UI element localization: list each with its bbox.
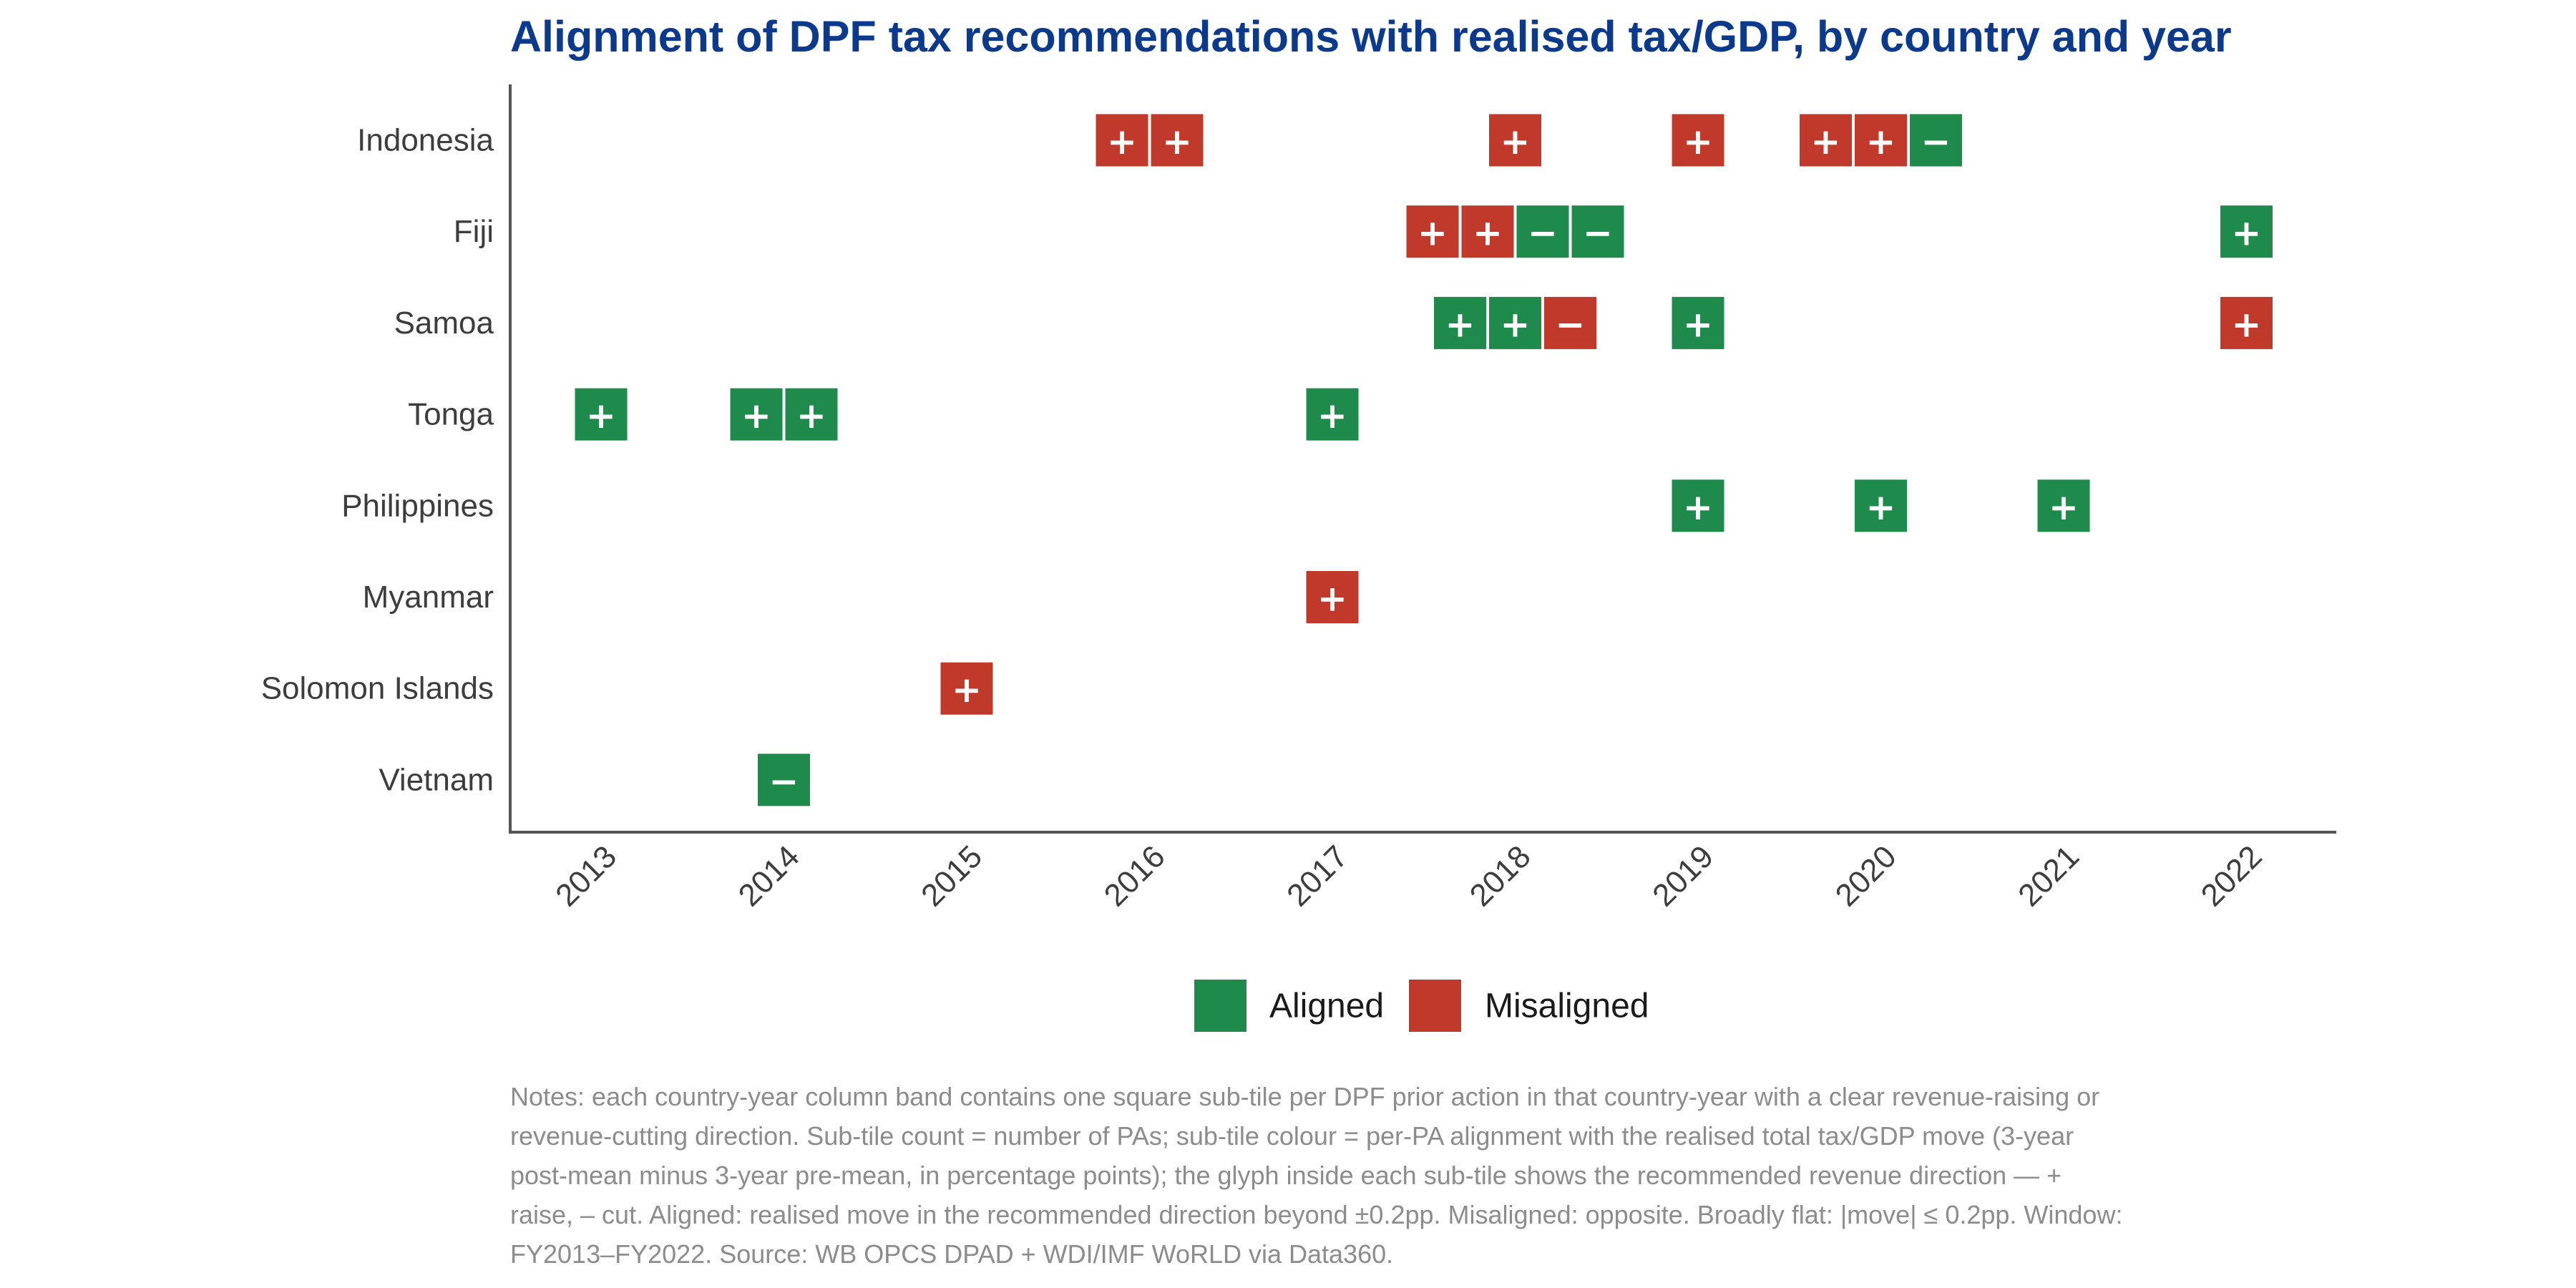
tile-philippines-2020-1 bbox=[1855, 479, 1907, 532]
tile-tonga-2014-2 bbox=[785, 388, 838, 441]
tile-fiji-2018-3-glyph: − bbox=[1528, 213, 1558, 254]
tile-samoa-2019-1 bbox=[1672, 296, 1724, 349]
chart-title: Alignment of DPF tax recommendations wit… bbox=[510, 12, 2232, 61]
tile-indonesia-2018-1 bbox=[1489, 114, 1541, 167]
tile-philippines-2021-1 bbox=[2037, 479, 2090, 532]
tile-indonesia-2020-1 bbox=[1800, 114, 1852, 167]
tile-fiji-2022-1 bbox=[2220, 205, 2273, 258]
tile-tonga-2014-1 bbox=[730, 388, 783, 441]
legend-swatch-aligned bbox=[1194, 980, 1246, 1032]
tile-tonga-2017-1 bbox=[1306, 388, 1359, 441]
tile-indonesia-2019-1-glyph: + bbox=[1683, 121, 1713, 162]
tile-samoa-2018-2-glyph: + bbox=[1501, 303, 1531, 345]
tile-indonesia-2020-3-glyph: − bbox=[1921, 121, 1951, 162]
tile-samoa-2022-1 bbox=[2220, 296, 2273, 349]
tile-indonesia-2019-1 bbox=[1672, 114, 1724, 167]
y-tick-label-tonga: Tonga bbox=[408, 397, 494, 432]
y-tick-label-solomon-islands: Solomon Islands bbox=[261, 671, 494, 706]
tile-indonesia-2016-1 bbox=[1096, 114, 1148, 167]
tile-fiji-2018-4 bbox=[1571, 205, 1624, 258]
tile-samoa-2018-1 bbox=[1434, 296, 1486, 349]
tile-fiji-2018-1-glyph: + bbox=[1418, 213, 1448, 254]
tile-vietnam-2014-1 bbox=[758, 753, 810, 806]
x-tick-label-2013: 2013 bbox=[549, 839, 623, 913]
tile-samoa-2018-3 bbox=[1544, 296, 1596, 349]
x-tick-label-2018: 2018 bbox=[1463, 839, 1538, 913]
y-tick-label-fiji: Fiji bbox=[454, 214, 494, 249]
tile-philippines-2020-1-glyph: + bbox=[1866, 487, 1896, 528]
tile-tonga-2017-1-glyph: + bbox=[1317, 395, 1347, 436]
tile-vietnam-2014-1-glyph: − bbox=[769, 761, 799, 802]
y-tick-label-indonesia: Indonesia bbox=[357, 123, 494, 158]
x-tick-label-2014: 2014 bbox=[732, 839, 806, 913]
tile-tonga-2014-2-glyph: + bbox=[796, 395, 826, 436]
tile-fiji-2018-3 bbox=[1516, 205, 1569, 258]
tile-indonesia-2016-1-glyph: + bbox=[1107, 121, 1137, 162]
legend-label-aligned: Aligned bbox=[1269, 987, 1384, 1025]
x-tick-labels: 2013 2014 2015 2016 2017 2018 2019 2020 2021 2022 bbox=[549, 839, 2268, 913]
tile-samoa-2019-1-glyph: + bbox=[1683, 303, 1713, 345]
y-tick-label-samoa: Samoa bbox=[394, 306, 494, 341]
x-tick-label-2017: 2017 bbox=[1280, 839, 1355, 913]
tile-fiji-2022-1-glyph: + bbox=[2232, 213, 2262, 254]
tile-tonga-2013-1-glyph: + bbox=[586, 395, 616, 436]
y-tick-label-philippines: Philippines bbox=[341, 488, 494, 523]
tile-indonesia-2020-2-glyph: + bbox=[1866, 121, 1896, 162]
tile-fiji-2018-4-glyph: − bbox=[1583, 213, 1613, 254]
tile-myanmar-2017-1 bbox=[1306, 571, 1359, 623]
tiles: + + + + + + −+ + − − ++ + − + ++ + + ++ + +++− bbox=[575, 114, 2273, 806]
tile-fiji-2018-1 bbox=[1406, 205, 1459, 258]
tile-philippines-2019-1-glyph: + bbox=[1683, 487, 1713, 528]
chart-notes: Notes: each country-year column band con… bbox=[510, 1082, 2123, 1269]
x-tick-label-2020: 2020 bbox=[1829, 839, 1903, 913]
tile-philippines-2019-1 bbox=[1672, 479, 1724, 532]
tile-fiji-2018-2 bbox=[1461, 205, 1514, 258]
tile-solomon-islands-2015-1 bbox=[940, 662, 993, 715]
tile-samoa-2018-2 bbox=[1489, 296, 1541, 349]
x-tick-label-2016: 2016 bbox=[1098, 839, 1172, 913]
x-tick-label-2022: 2022 bbox=[2195, 839, 2269, 913]
tile-samoa-2018-1-glyph: + bbox=[1445, 303, 1475, 345]
tile-indonesia-2018-1-glyph: + bbox=[1501, 121, 1531, 162]
y-tick-labels: Indonesia Fiji Samoa Tonga Philippines Myanma… bbox=[261, 123, 494, 798]
tile-solomon-islands-2015-1-glyph: + bbox=[952, 669, 982, 711]
x-tick-label-2015: 2015 bbox=[914, 839, 989, 913]
tile-philippines-2021-1-glyph: + bbox=[2049, 487, 2079, 528]
tile-indonesia-2020-3 bbox=[1910, 114, 1962, 167]
tile-samoa-2018-3-glyph: − bbox=[1556, 303, 1586, 345]
legend-swatch-misaligned bbox=[1409, 980, 1461, 1032]
legend: Aligned Misaligned bbox=[1194, 980, 1649, 1032]
tile-indonesia-2016-2-glyph: + bbox=[1162, 121, 1192, 162]
legend-label-misaligned: Misaligned bbox=[1485, 987, 1649, 1025]
tile-myanmar-2017-1-glyph: + bbox=[1317, 578, 1347, 620]
tile-fiji-2018-2-glyph: + bbox=[1473, 213, 1503, 254]
x-tick-label-2019: 2019 bbox=[1646, 839, 1720, 913]
x-tick-label-2021: 2021 bbox=[2011, 839, 2086, 913]
tile-tonga-2013-1 bbox=[575, 388, 628, 441]
tile-tonga-2014-1-glyph: + bbox=[741, 395, 771, 436]
tile-indonesia-2020-2 bbox=[1855, 114, 1907, 167]
tile-indonesia-2020-1-glyph: + bbox=[1811, 121, 1841, 162]
tile-indonesia-2016-2 bbox=[1151, 114, 1204, 167]
tile-samoa-2022-1-glyph: + bbox=[2232, 303, 2262, 345]
y-tick-label-vietnam: Vietnam bbox=[379, 762, 494, 797]
y-tick-label-myanmar: Myanmar bbox=[363, 580, 494, 615]
